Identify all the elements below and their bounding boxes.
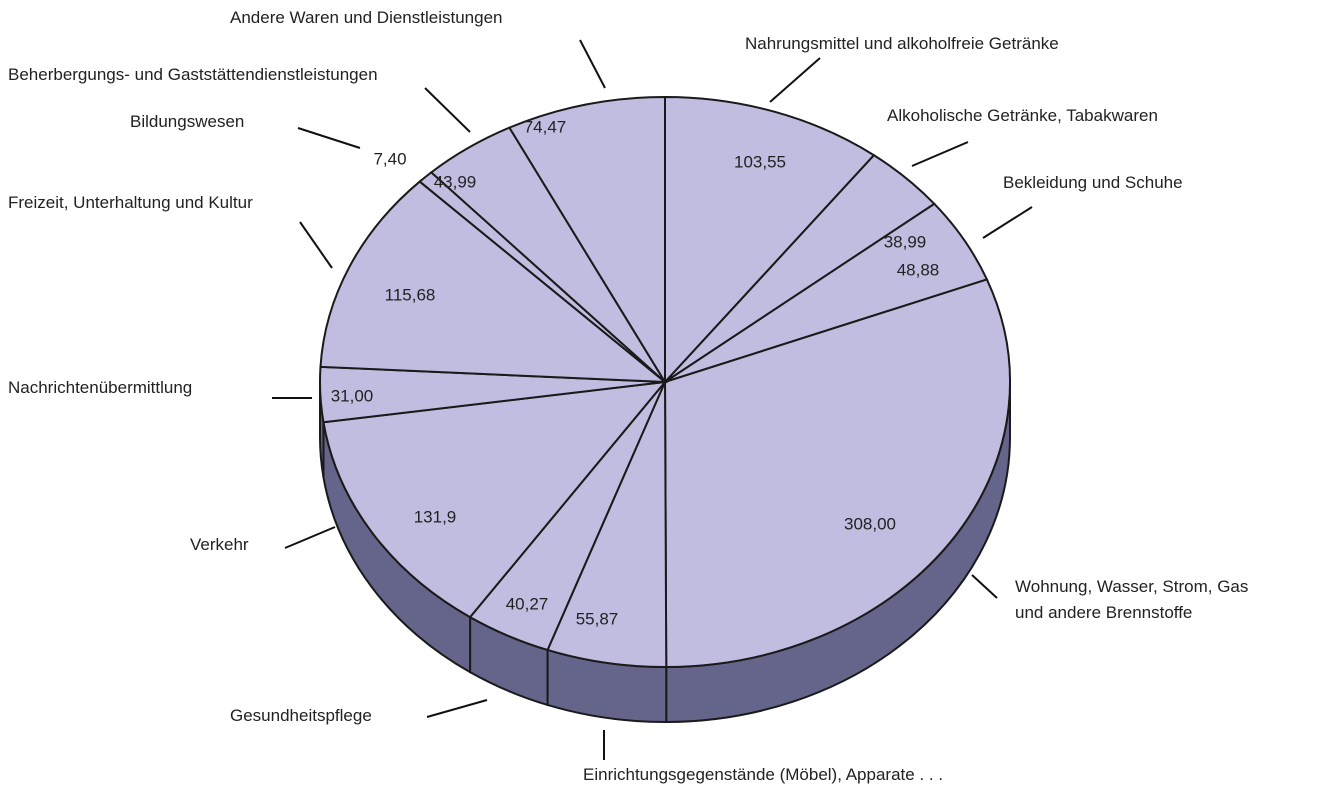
category-label: Gesundheitspflege	[230, 706, 372, 725]
value-label: 7,40	[373, 149, 406, 168]
category-label: Alkoholische Getränke, Tabakwaren	[887, 106, 1158, 125]
value-label: 74,47	[524, 117, 567, 136]
category-label: Beherbergungs- und Gaststättendienstleis…	[8, 65, 378, 84]
category-label: Bildungswesen	[130, 112, 245, 131]
value-label: 48,88	[897, 260, 940, 279]
slice	[664, 95, 876, 385]
category-label: Bekleidung und Schuhe	[1003, 173, 1183, 192]
leader-line	[297, 127, 361, 149]
value-label: 40,27	[506, 594, 549, 613]
leader-line	[579, 39, 606, 89]
slice	[507, 95, 666, 386]
leader-line	[284, 526, 336, 549]
value-label: 115,68	[385, 285, 436, 304]
category-label: Wohnung, Wasser, Strom, Gas und andere B…	[1015, 577, 1249, 622]
leader-line	[299, 221, 333, 269]
value-label: 55,87	[576, 609, 619, 628]
slice	[319, 180, 668, 384]
leader-line	[769, 57, 821, 103]
value-label: 103,55	[734, 152, 786, 171]
value-label: 308,00	[844, 514, 896, 533]
category-label: Nachrichtenübermittlung	[8, 378, 193, 397]
value-label: 43,99	[434, 172, 477, 191]
leader-line	[971, 574, 998, 599]
category-label: Freizeit, Unterhaltung und Kultur	[8, 193, 253, 212]
leader-line	[424, 87, 471, 133]
category-label: Verkehr	[190, 535, 249, 554]
category-label: Einrichtungsgegenstände (Möbel), Apparat…	[583, 765, 944, 784]
category-label: Nahrungsmittel und alkoholfreie Getränke	[745, 34, 1059, 53]
leader-line	[982, 206, 1033, 239]
leader-line	[911, 141, 969, 167]
value-label: 38,99	[884, 232, 927, 251]
slice	[663, 278, 1011, 669]
category-label: Andere Waren und Dienstleistungen	[230, 8, 503, 27]
value-label: 131,9	[414, 507, 457, 526]
slice	[322, 380, 668, 619]
leader-line	[426, 699, 488, 718]
value-label: 31,00	[331, 386, 374, 405]
